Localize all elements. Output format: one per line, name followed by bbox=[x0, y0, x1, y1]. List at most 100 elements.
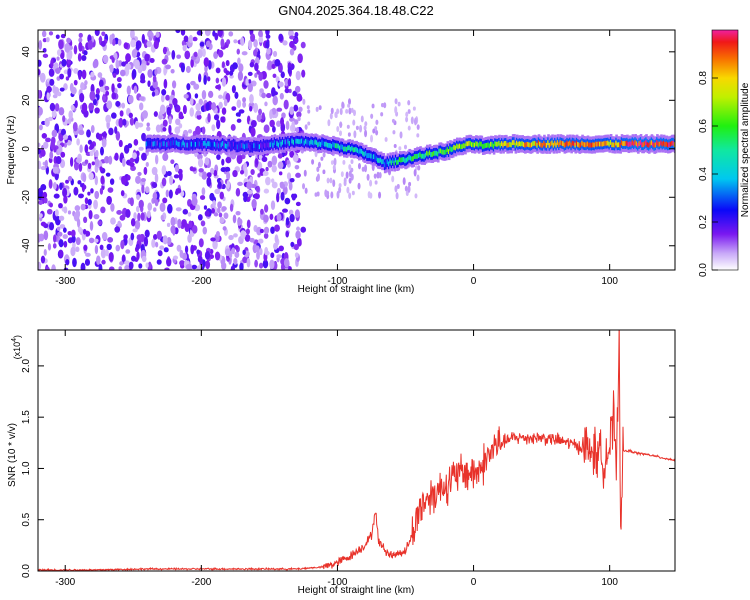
spectrogram-noise-cell bbox=[212, 199, 217, 207]
spectrogram-noise-cell bbox=[295, 70, 301, 81]
spectrogram-noise-cell bbox=[82, 172, 87, 183]
spectrogram-ridge-cell bbox=[518, 141, 522, 147]
spectrogram-ridge-cell bbox=[302, 139, 305, 145]
spectrogram-ridge-cell bbox=[532, 141, 535, 147]
spectrogram-ridge-cell bbox=[624, 141, 628, 147]
spectrogram-noise-cell bbox=[215, 84, 221, 90]
spectrogram-ridge-cell bbox=[442, 149, 446, 155]
spectrogram-noise-cell bbox=[99, 86, 105, 93]
spectrogram-noise-cell bbox=[180, 62, 186, 73]
spectrogram-ridge-cell bbox=[362, 150, 365, 156]
spectrogram-noise-cell bbox=[154, 173, 159, 184]
spectrogram-noise-cell bbox=[215, 67, 221, 74]
spectrogram-noise-cell bbox=[100, 146, 104, 156]
spectrogram-noise-cell bbox=[247, 71, 253, 76]
spectrogram-noise-cell bbox=[136, 234, 143, 241]
spectrogram-noise-cell bbox=[38, 124, 43, 131]
spectrogram-noise-cell bbox=[258, 108, 263, 115]
spectrogram-noise-cell bbox=[51, 264, 56, 270]
spectrogram-noise-cell bbox=[342, 160, 346, 165]
spectrogram-noise-cell bbox=[269, 213, 274, 220]
spectrogram-noise-cell bbox=[87, 198, 92, 206]
spectrogram-noise-cell bbox=[234, 244, 239, 250]
spectrogram-noise-cell bbox=[211, 124, 216, 132]
spectrogram-noise-cell bbox=[177, 218, 182, 229]
spectrogram-noise-cell bbox=[117, 220, 122, 227]
spectrogram-ridge-cell bbox=[148, 140, 152, 146]
spectrogram-ridge-cell bbox=[287, 138, 290, 144]
spectrogram-noise-cell bbox=[107, 187, 114, 193]
spectrogram-noise-cell bbox=[49, 78, 55, 86]
spectrogram-noise-cell bbox=[233, 233, 238, 238]
spectrogram-noise-cell bbox=[82, 228, 87, 235]
spectrogram-noise-cell bbox=[169, 175, 174, 186]
spectrogram-noise-cell bbox=[126, 174, 131, 181]
spectrogram-noise-cell bbox=[77, 180, 82, 185]
spectrogram-ridge-cell bbox=[462, 143, 466, 149]
spectrogram-ridge-cell bbox=[390, 160, 394, 166]
spectrogram-ridge-cell bbox=[408, 155, 411, 160]
spectrogram-noise-cell bbox=[236, 118, 242, 123]
spectrogram-ridge-cell bbox=[447, 149, 451, 155]
spectrogram-noise-cell bbox=[339, 122, 343, 127]
spectrogram-ridge-cell bbox=[567, 141, 571, 147]
spectrogram-noise-cell bbox=[300, 41, 306, 49]
spectrogram-ridge-cell bbox=[258, 144, 262, 150]
spectrogram-noise-cell bbox=[80, 262, 86, 270]
spectrogram-noise-cell bbox=[57, 231, 63, 237]
colorbar: 0.0 0.2 0.4 0.6 0.8 Normalized spectral ampl… bbox=[698, 29, 750, 277]
spectrogram-noise-cell bbox=[162, 119, 168, 127]
spectrogram-noise-cell bbox=[254, 193, 260, 200]
spectrogram-noise-cell bbox=[211, 207, 216, 214]
spectrogram-noise-cell bbox=[42, 53, 49, 58]
colorbar-tick-label: 0.6 bbox=[698, 119, 709, 133]
spectrogram-ridge-cell bbox=[505, 140, 508, 146]
spectrogram-noise-cell bbox=[221, 206, 227, 212]
spectrogram-ridge-cell bbox=[255, 143, 259, 149]
spectrogram-noise-cell bbox=[79, 92, 85, 103]
spectrogram-noise-cell bbox=[102, 54, 109, 64]
spectrogram-noise-cell bbox=[184, 245, 189, 254]
spectrogram-ridge-cell bbox=[338, 145, 342, 151]
spectrogram-noise-cell bbox=[137, 212, 141, 222]
spectrogram-ridge-cell bbox=[515, 140, 519, 146]
spectrogram-noise-cell bbox=[234, 91, 239, 99]
spectrogram-ridge-cell bbox=[613, 142, 617, 148]
spectrogram-noise-cell bbox=[242, 191, 249, 198]
spectrogram-noise-cell bbox=[416, 133, 420, 138]
spectrogram-noise-cell bbox=[238, 63, 244, 73]
spectrogram-noise-cell bbox=[80, 82, 85, 91]
spectrogram-noise-cell bbox=[84, 197, 89, 205]
y-tick-label: 0.5 bbox=[21, 512, 32, 526]
snr-multiplier-exp: 4 bbox=[11, 338, 18, 342]
spectrogram-ridge-cell bbox=[623, 141, 627, 146]
snr-multiplier-base: (x10 bbox=[12, 342, 22, 360]
spectrogram-noise-cell bbox=[237, 218, 243, 226]
spectrogram-ridge-cell bbox=[163, 141, 166, 147]
spectrogram-noise-cell bbox=[392, 130, 396, 135]
spectrogram-ridge-cell bbox=[552, 142, 556, 148]
spectrogram-noise-cell bbox=[62, 227, 67, 233]
spectrogram-noise-cell bbox=[119, 214, 126, 221]
spectrogram-noise-cell bbox=[106, 195, 112, 205]
spectrogram-noise-cell bbox=[271, 63, 276, 70]
spectrogram-noise-cell bbox=[125, 249, 131, 254]
spectrogram-noise-cell bbox=[295, 230, 301, 239]
spectrogram-noise-cell bbox=[259, 88, 264, 93]
spectrogram-ridge-cell bbox=[615, 140, 618, 146]
spectrogram-ridge-cell bbox=[407, 156, 410, 162]
spectrogram-ridge-cell bbox=[653, 142, 656, 148]
spectrogram-ridge-cell bbox=[581, 140, 584, 146]
spectrogram-noise-cell bbox=[280, 191, 285, 201]
spectrogram-noise-cell bbox=[101, 31, 106, 37]
spectrogram-ridge-cell bbox=[638, 141, 642, 147]
spectrogram-noise-cell bbox=[161, 165, 167, 176]
spectrogram-noise-cell bbox=[219, 217, 225, 224]
spectrogram-noise-cell bbox=[329, 112, 333, 120]
spectrogram-noise-cell bbox=[364, 164, 368, 173]
spectrogram-noise-cell bbox=[371, 103, 375, 109]
snr-y-ticks: 0.0 0.5 1.0 1.5 2.0 bbox=[21, 359, 675, 578]
spectrogram-ridge-cell bbox=[291, 138, 294, 144]
spectrogram-ridge-cell bbox=[654, 142, 658, 148]
spectrogram-ridge-cell bbox=[162, 141, 165, 147]
